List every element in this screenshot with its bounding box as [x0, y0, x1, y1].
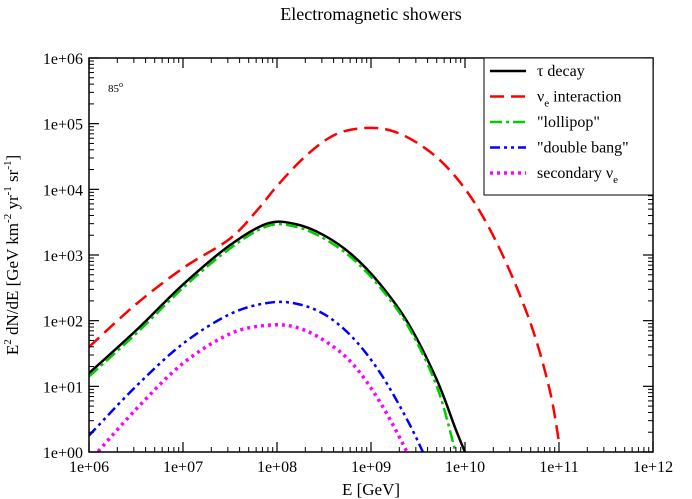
x-tick-label: 1e+09: [351, 459, 391, 476]
series-line-0: [89, 220, 467, 452]
legend-items: τ decay νe interaction "lollipop" "double b…: [490, 63, 629, 186]
series-layer: [89, 126, 561, 452]
legend: τ decay νe interaction "lollipop" "double b…: [483, 57, 654, 196]
y-tick-label: 1e+06: [43, 51, 83, 68]
annotation-angle: 85o: [108, 80, 123, 95]
x-tick-label: 1e+08: [257, 459, 297, 476]
x-tick-label: 1e+12: [633, 459, 673, 476]
y-tick-label: 1e+02: [43, 314, 83, 331]
y-tick-label: 1e+01: [43, 379, 83, 396]
y-tick-label: 1e+00: [43, 445, 83, 462]
x-tick-label: 1e+07: [163, 459, 203, 476]
x-tick-label: 1e+06: [69, 459, 109, 476]
y-tick-label: 1e+04: [43, 182, 83, 199]
legend-label-3: "double bang": [537, 140, 629, 157]
x-tick-label: 1e+11: [539, 459, 579, 476]
series-line-3: [89, 300, 425, 452]
legend-label-4: secondary νe: [537, 165, 618, 186]
series-line-2: [89, 222, 457, 452]
series-line-1: [89, 126, 561, 443]
y-axis-title: E2 dN/dE [GeV km-2 yr-1 sr-1]: [2, 155, 22, 355]
y-tick-label: 1e+03: [43, 248, 83, 265]
x-axis-title: E [GeV]: [342, 480, 400, 499]
series-line-4: [95, 322, 409, 452]
y-tick-label: 1e+05: [43, 117, 83, 134]
y-axis: 1e+00 1e+01 1e+02 1e+03 1e+04 1e+05 1e+06: [43, 51, 653, 462]
x-tick-label: 1e+10: [445, 459, 485, 476]
legend-label-2: "lollipop": [537, 114, 600, 131]
chart-title: Electromagnetic showers: [280, 4, 461, 24]
legend-label-0: τ decay: [537, 63, 585, 80]
legend-label-1: νe interaction: [537, 89, 622, 110]
